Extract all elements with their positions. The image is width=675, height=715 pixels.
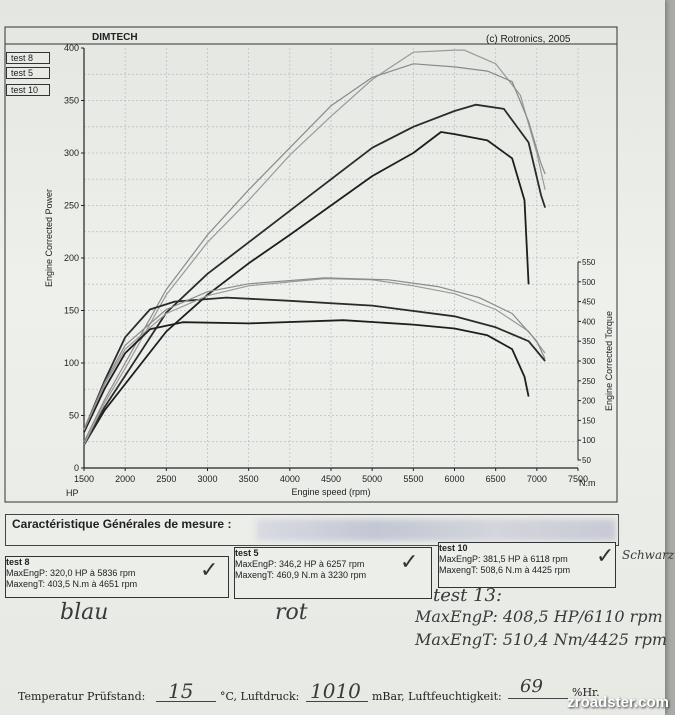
y-left-tick-label: 300 xyxy=(64,148,79,158)
handwritten-blau: blau xyxy=(60,600,109,625)
handwritten-test13-torque: MaxEngT: 510,4 Nm/4425 rpm xyxy=(415,630,668,649)
y-left-tick-label: 50 xyxy=(69,411,79,421)
x-axis-label: Engine speed (rpm) xyxy=(291,487,370,497)
handwritten-test13-power: MaxEngP: 408,5 HP/6110 rpm xyxy=(415,607,663,626)
x-tick-label: 4000 xyxy=(280,474,300,484)
humidity-unit: %Hr. xyxy=(572,686,600,699)
result-line-torque: MaxengT: 508,6 N.m à 4425 rpm xyxy=(439,565,571,575)
y-right-tick-label: 350 xyxy=(582,337,596,346)
report-frame xyxy=(4,26,618,503)
series-line-torque-test-10 xyxy=(83,278,546,431)
y-right-tick-label: 550 xyxy=(582,258,596,267)
check-mark-icon: ✓ xyxy=(400,550,419,575)
x-tick-label: 6000 xyxy=(444,474,464,484)
right-unit-label: N.m xyxy=(579,478,596,488)
humidity-label: mBar, Luftfeuchtigkeit: xyxy=(372,690,502,703)
brand-label: DIMTECH xyxy=(92,32,138,43)
y-right-tick-label: 250 xyxy=(582,377,596,386)
check-mark-icon: ✓ xyxy=(596,544,615,569)
series-line-torque-test-8 xyxy=(83,319,530,433)
series-line-power-test-10 xyxy=(83,49,546,446)
x-tick-label: 2500 xyxy=(156,474,176,484)
result-title: test 8 xyxy=(6,557,30,567)
series-line-power-test-13 xyxy=(83,63,546,443)
series-line-torque-test-13 xyxy=(83,277,546,430)
series-line-torque-test-5 xyxy=(83,296,546,431)
x-tick-label: 7000 xyxy=(527,474,547,484)
pressure-label: °C, Luftdruck: xyxy=(220,690,300,703)
result-title: test 5 xyxy=(235,548,259,558)
result-line-power: MaxEngP: 381,5 HP à 6118 rpm xyxy=(439,554,568,564)
x-tick-label: 6500 xyxy=(486,474,506,484)
y-right-tick-label: 100 xyxy=(582,436,596,445)
y-right-tick-label: 200 xyxy=(582,397,596,406)
x-tick-label: 5500 xyxy=(403,474,423,484)
pressure-value: 1010 xyxy=(310,679,361,703)
y-left-tick-label: 0 xyxy=(74,463,79,473)
handwritten-test13-title: test 13: xyxy=(433,585,503,606)
temperature-field: 15 xyxy=(156,679,216,703)
redacted-area xyxy=(256,519,616,541)
y-right-tick-label: 450 xyxy=(582,298,596,307)
y-left-tick-label: 150 xyxy=(64,306,79,316)
result-title: test 10 xyxy=(439,543,468,553)
y-right-tick-label: 300 xyxy=(582,357,596,366)
y-right-tick-label: 500 xyxy=(582,278,596,287)
result-box-test-10: test 10 MaxEngP: 381,5 HP à 6118 rpm Max… xyxy=(438,542,616,588)
x-tick-label: 1500 xyxy=(74,474,94,484)
legend-test-5: test 5 xyxy=(6,67,50,79)
y-left-tick-label: 400 xyxy=(64,43,79,53)
result-line-power: MaxEngP: 320,0 HP à 5836 rpm xyxy=(6,568,136,578)
y-right-tick-label: 150 xyxy=(582,416,596,425)
x-tick-label: 5000 xyxy=(362,474,382,484)
handwritten-schwarz: Schwarz xyxy=(622,548,675,562)
result-line-torque: MaxengT: 460,9 N.m à 3230 rpm xyxy=(235,570,367,580)
caracteristiques-box: Caractéristique Générales de mesure : xyxy=(5,514,619,546)
y-left-tick-label: 200 xyxy=(64,253,79,263)
caracteristiques-title: Caractéristique Générales de mesure : xyxy=(12,517,232,531)
handwritten-rot: rot xyxy=(275,600,308,625)
y-left-tick-label: 350 xyxy=(64,96,79,106)
x-tick-label: 2000 xyxy=(115,474,135,484)
result-line-torque: MaxengT: 403,5 N.m à 4651 rpm xyxy=(6,579,138,589)
humidity-value: 69 xyxy=(520,676,543,697)
humidity-field: 69 xyxy=(508,676,568,699)
temperature-value: 15 xyxy=(168,679,194,703)
legend-test-10: test 10 xyxy=(6,84,50,96)
series-line-power-test-5 xyxy=(83,103,546,446)
check-mark-icon: ✓ xyxy=(200,558,219,583)
y-right-axis-label: Engine Corrected Torque xyxy=(604,311,614,411)
left-unit-label: HP xyxy=(66,488,79,498)
y-left-tick-label: 100 xyxy=(64,358,79,368)
series-line-power-test-8 xyxy=(83,131,530,446)
x-tick-label: 3000 xyxy=(197,474,217,484)
result-box-test-8: test 8 MaxEngP: 320,0 HP à 5836 rpm Maxe… xyxy=(5,556,229,598)
watermark: zroadster.com xyxy=(567,694,669,711)
x-tick-label: 3500 xyxy=(239,474,259,484)
pressure-field: 1010 xyxy=(306,679,368,703)
x-tick-label: 4500 xyxy=(321,474,341,484)
legend-test-8: test 8 xyxy=(6,52,50,64)
temperature-label: Temperatur Prüfstand: xyxy=(18,690,146,703)
y-left-axis-label: Engine Corrected Power xyxy=(44,189,54,287)
y-right-tick-label: 50 xyxy=(582,456,591,465)
x-tick-label: 7500 xyxy=(568,474,588,484)
copyright-label: (c) Rotronics, 2005 xyxy=(486,34,571,45)
y-right-tick-label: 400 xyxy=(582,317,596,326)
result-line-power: MaxEngP: 346,2 HP à 6257 rpm xyxy=(235,559,365,569)
y-left-tick-label: 250 xyxy=(64,201,79,211)
result-box-test-5: test 5 MaxEngP: 346,2 HP à 6257 rpm Maxe… xyxy=(234,547,432,599)
